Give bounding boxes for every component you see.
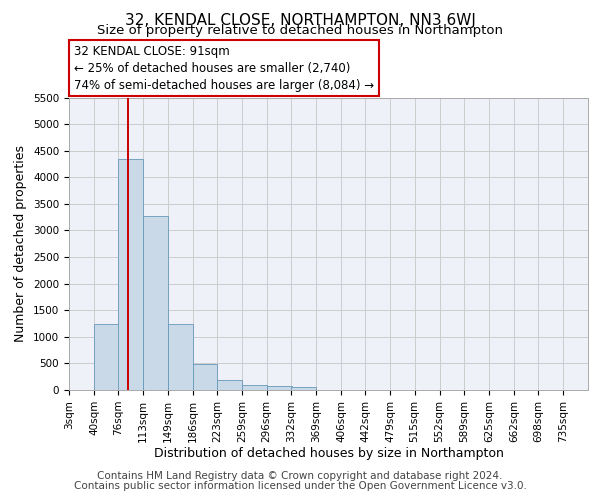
Text: Size of property relative to detached houses in Northampton: Size of property relative to detached ho… [97,24,503,37]
Text: 32, KENDAL CLOSE, NORTHAMPTON, NN3 6WJ: 32, KENDAL CLOSE, NORTHAMPTON, NN3 6WJ [125,12,475,28]
Bar [217,380,242,390]
Text: Contains public sector information licensed under the Open Government Licence v3: Contains public sector information licen… [74,481,526,491]
Bar [118,158,143,390]
Bar [242,384,267,390]
Text: 32 KENDAL CLOSE: 91sqm
← 25% of detached houses are smaller (2,740)
74% of semi-: 32 KENDAL CLOSE: 91sqm ← 25% of detached… [74,44,374,92]
Bar [193,364,217,390]
Bar [167,324,193,390]
Y-axis label: Number of detached properties: Number of detached properties [14,145,28,342]
Bar [143,216,168,390]
Bar [267,386,292,390]
Bar [94,324,119,390]
X-axis label: Distribution of detached houses by size in Northampton: Distribution of detached houses by size … [154,448,503,460]
Text: Contains HM Land Registry data © Crown copyright and database right 2024.: Contains HM Land Registry data © Crown c… [97,471,503,481]
Bar [291,388,316,390]
